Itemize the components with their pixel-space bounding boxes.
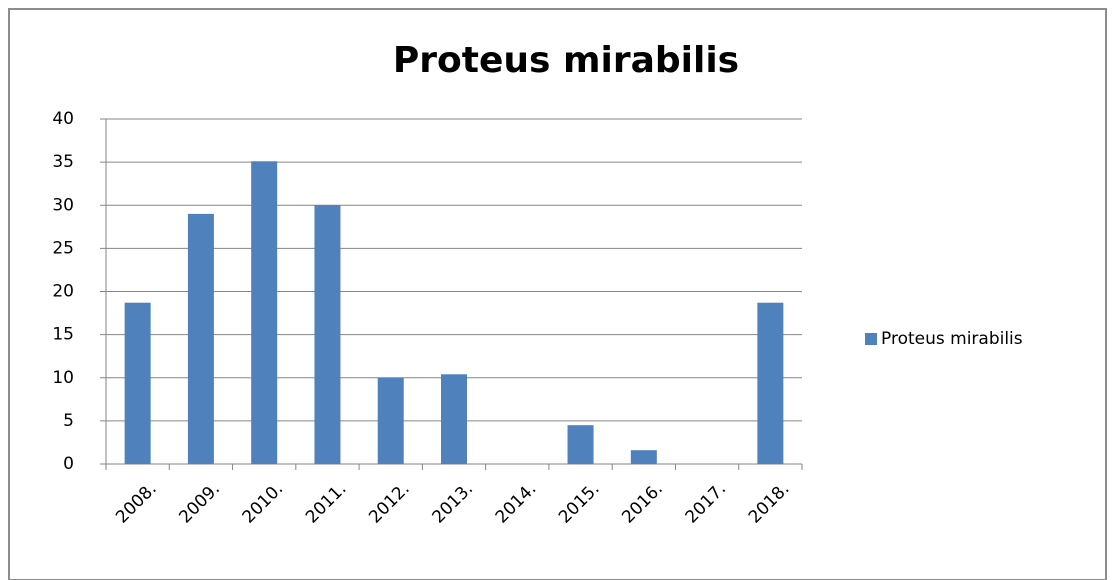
bar <box>441 374 467 464</box>
y-tick-label: 5 <box>63 411 74 431</box>
chart-frame <box>8 8 1107 580</box>
y-tick-label: 25 <box>52 238 74 258</box>
bar <box>377 377 404 464</box>
legend-swatch <box>865 333 877 345</box>
bar <box>124 302 151 464</box>
chart-title: Proteus mirabilis <box>393 40 739 81</box>
bar <box>630 450 657 464</box>
bar <box>251 161 278 464</box>
y-tick-label: 20 <box>52 282 74 302</box>
bar <box>187 213 214 464</box>
y-tick-label: 0 <box>63 454 74 474</box>
y-tick-label: 35 <box>52 152 74 172</box>
y-tick-label: 15 <box>52 325 74 345</box>
bar <box>314 205 341 464</box>
bar <box>757 302 784 464</box>
legend-label: Proteus mirabilis <box>881 329 1023 349</box>
bar <box>567 425 594 464</box>
y-tick-label: 40 <box>52 109 74 129</box>
y-tick-label: 10 <box>52 368 74 388</box>
y-tick-label: 30 <box>52 195 74 215</box>
